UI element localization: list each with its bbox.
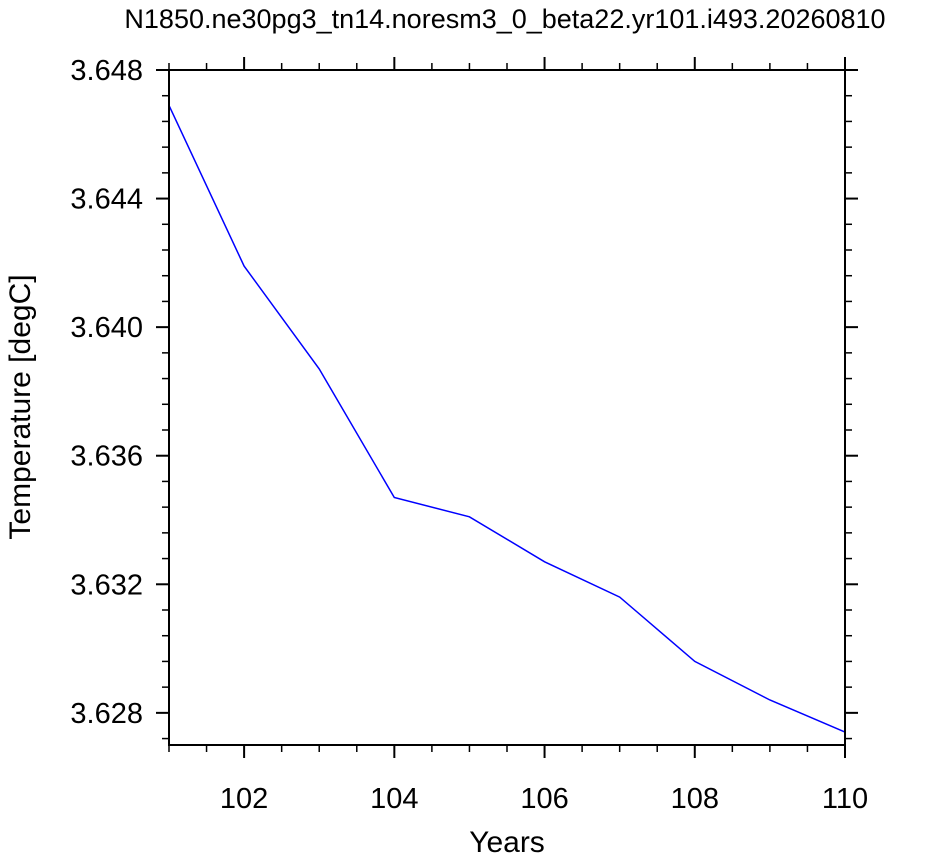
x-tick-label: 110: [822, 783, 868, 815]
y-tick-label: 3.636: [70, 441, 143, 473]
x-tick-label: 106: [520, 783, 568, 815]
x-tick-label: 102: [220, 783, 268, 815]
chart-title: N1850.ne30pg3_tn14.noresm3_0_beta22.yr10…: [124, 4, 885, 34]
axis-ticks: [156, 57, 858, 758]
y-tick-label: 3.640: [70, 312, 143, 344]
tick-labels: 102 104 106 108 110 3.628 3.632 3.636 3.640 3.644…: [70, 55, 868, 815]
temperature-series-line: [168, 105, 846, 733]
x-tick-label: 108: [671, 783, 719, 815]
x-axis-label: Years: [469, 826, 545, 859]
y-tick-label: 3.644: [70, 184, 143, 216]
series-layer: [168, 105, 846, 733]
y-tick-label: 3.648: [70, 55, 143, 87]
plot-frame: [168, 69, 846, 746]
y-tick-label: 3.632: [70, 569, 143, 601]
x-tick-label: 104: [370, 783, 418, 815]
y-tick-label: 3.628: [70, 698, 143, 730]
y-axis-label: Temperature [degC]: [4, 274, 37, 539]
